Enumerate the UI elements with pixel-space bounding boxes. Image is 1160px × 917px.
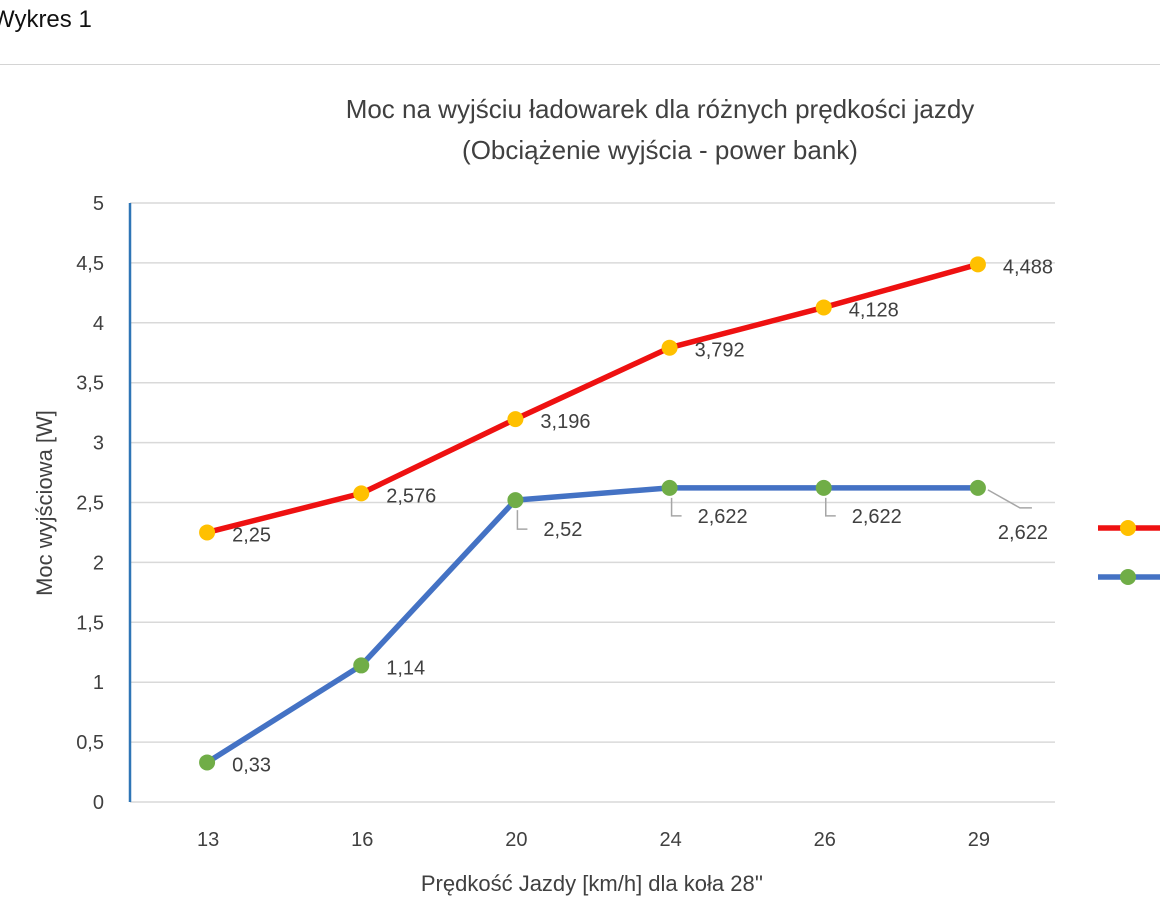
y-tick-label: 3 bbox=[93, 433, 104, 455]
x-tick-label: 26 bbox=[814, 829, 836, 851]
chart-title: Moc na wyjściu ładowarek dla różnych prę… bbox=[346, 94, 975, 124]
data-point-series-2 bbox=[969, 479, 986, 496]
x-tick-label: 20 bbox=[505, 829, 527, 851]
data-label: 2,622 bbox=[698, 506, 748, 528]
y-tick-label: 1,5 bbox=[76, 612, 104, 634]
y-tick-label: 5 bbox=[93, 193, 104, 215]
data-label: 3,196 bbox=[540, 411, 590, 433]
data-point-series-1 bbox=[815, 299, 832, 316]
y-tick-label: 2 bbox=[93, 552, 104, 574]
x-tick-label: 24 bbox=[659, 829, 681, 851]
leader-line bbox=[825, 497, 836, 517]
leader-line bbox=[516, 510, 528, 530]
data-point-series-2 bbox=[661, 479, 678, 496]
data-label: 2,622 bbox=[852, 506, 902, 528]
data-point-series-2 bbox=[353, 657, 370, 674]
data-point-series-1 bbox=[969, 256, 986, 273]
data-label: 4,128 bbox=[849, 299, 899, 321]
leader-line bbox=[987, 489, 1032, 509]
data-label: 2,52 bbox=[543, 519, 582, 541]
x-tick-label: 16 bbox=[351, 829, 373, 851]
y-tick-label: 1 bbox=[93, 672, 104, 694]
document-heading: Wykres 1 bbox=[0, 6, 92, 33]
leader-line bbox=[670, 497, 682, 517]
data-point-series-2 bbox=[199, 754, 216, 771]
data-label: 0,33 bbox=[232, 754, 271, 776]
y-tick-label: 4,5 bbox=[76, 253, 104, 275]
data-point-series-2 bbox=[507, 492, 524, 509]
x-tick-label: 29 bbox=[968, 829, 990, 851]
data-label: 2,576 bbox=[386, 485, 436, 507]
data-label: 2,25 bbox=[232, 524, 271, 546]
y-tick-label: 0 bbox=[93, 792, 104, 814]
data-label: 2,622 bbox=[998, 522, 1048, 544]
legend-marker-2 bbox=[1120, 569, 1136, 585]
x-tick-label: 13 bbox=[197, 829, 219, 851]
chart-subtitle: (Obciążenie wyjścia - power bank) bbox=[462, 135, 858, 165]
y-tick-label: 0,5 bbox=[76, 732, 104, 754]
divider bbox=[0, 64, 1160, 65]
series-line-2 bbox=[204, 485, 981, 766]
y-axis-label: Moc wyjściowa [W] bbox=[32, 410, 57, 596]
data-point-series-1 bbox=[507, 411, 524, 428]
data-label: 3,792 bbox=[695, 340, 745, 362]
legend-marker-1 bbox=[1120, 520, 1136, 536]
data-label: 4,488 bbox=[1003, 256, 1053, 278]
y-tick-label: 3,5 bbox=[76, 373, 104, 395]
data-point-series-2 bbox=[815, 479, 832, 496]
data-point-series-1 bbox=[353, 485, 370, 502]
x-axis-label: Prędkość Jazdy [km/h] dla koła 28'' bbox=[421, 871, 763, 896]
data-point-series-1 bbox=[661, 339, 678, 356]
data-point-series-1 bbox=[199, 524, 216, 541]
series-line-1 bbox=[204, 261, 981, 536]
y-tick-label: 4 bbox=[93, 313, 104, 335]
y-tick-label: 2,5 bbox=[76, 493, 104, 515]
data-label: 1,14 bbox=[386, 657, 425, 679]
